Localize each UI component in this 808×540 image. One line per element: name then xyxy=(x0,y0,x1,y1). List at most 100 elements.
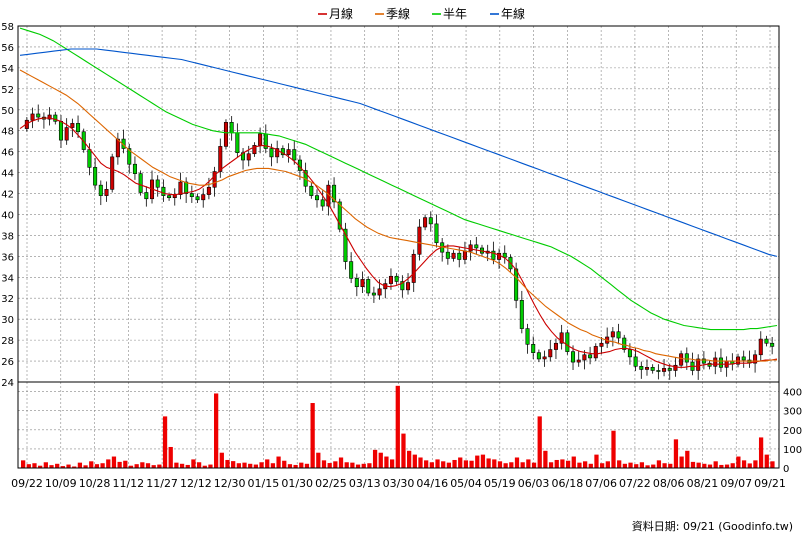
candle-body xyxy=(343,228,348,262)
candlestick xyxy=(519,290,524,334)
volume-bar xyxy=(123,460,128,468)
ma-line xyxy=(19,69,777,362)
volume-bar xyxy=(106,459,111,468)
candlestick xyxy=(667,363,672,380)
x-tick-label: 03/13 xyxy=(349,477,381,490)
x-tick-label: 05/04 xyxy=(450,477,482,490)
volume-bar xyxy=(520,462,525,468)
candlestick xyxy=(588,346,593,365)
candle-body xyxy=(388,275,393,284)
volume-bar xyxy=(662,463,667,468)
candlestick xyxy=(406,273,411,295)
candlestick xyxy=(223,119,228,150)
volume-bar xyxy=(378,452,383,468)
candlestick xyxy=(593,343,598,362)
volume-bar xyxy=(668,463,673,468)
candle-body xyxy=(115,138,120,158)
volume-bar xyxy=(560,459,565,468)
x-tick-label: 04/16 xyxy=(416,477,448,490)
candle-body xyxy=(616,331,621,339)
volume-bar xyxy=(407,450,412,468)
volume-bar xyxy=(679,456,684,468)
volume-bar xyxy=(248,463,253,468)
candlestick xyxy=(650,364,655,374)
candle-body xyxy=(736,356,741,365)
volume-tick-label: 200 xyxy=(783,426,802,437)
candle-body xyxy=(246,153,251,161)
candle-body xyxy=(474,244,479,249)
volume-bar xyxy=(162,416,168,468)
candlestick xyxy=(713,351,718,375)
legend-label: 年線 xyxy=(501,6,525,21)
candlestick xyxy=(349,252,354,284)
candle-body xyxy=(701,358,706,364)
volume-bar xyxy=(26,464,31,468)
candle-body xyxy=(428,217,433,225)
volume-bar xyxy=(685,450,690,468)
legend: 月線 季線 半年 年線 xyxy=(318,6,525,21)
volume-bar xyxy=(49,465,54,468)
candlestick xyxy=(434,214,439,248)
candlestick xyxy=(423,214,428,231)
volume-bar xyxy=(441,461,446,468)
candlestick xyxy=(314,189,320,208)
candlestick xyxy=(741,350,746,368)
candle-body xyxy=(314,195,320,201)
candle-body xyxy=(354,278,359,288)
volume-bar xyxy=(758,437,764,468)
candlestick xyxy=(343,222,348,270)
candle-body xyxy=(656,370,661,372)
volume-bar xyxy=(77,462,83,468)
x-tick-label: 07/06 xyxy=(585,477,617,490)
x-tick-label: 02/25 xyxy=(315,477,347,490)
volume-bar xyxy=(321,460,327,468)
candle-body xyxy=(400,281,405,291)
volume-bar xyxy=(565,460,571,468)
candle-body xyxy=(258,133,263,146)
volume-bar xyxy=(367,463,372,468)
volume-bar xyxy=(157,464,162,468)
candle-body xyxy=(377,288,382,296)
candlestick xyxy=(212,166,217,197)
candle-body xyxy=(593,346,598,359)
volume-bar xyxy=(594,454,599,468)
legend-item: 半年 xyxy=(432,7,467,21)
candlestick xyxy=(53,111,58,125)
legend-label: 半年 xyxy=(443,7,467,21)
candle-body xyxy=(360,279,365,288)
volume-bar xyxy=(60,466,65,468)
volume-bar xyxy=(265,459,270,468)
candlestick xyxy=(718,348,723,373)
candle-body xyxy=(548,349,553,358)
candlestick xyxy=(252,142,257,157)
x-tick-label: 11/27 xyxy=(146,477,178,490)
volume-bar xyxy=(600,463,605,468)
x-tick-label: 10/28 xyxy=(79,477,111,490)
x-tick-label: 10/09 xyxy=(45,477,77,490)
volume-bar xyxy=(503,463,508,468)
candle-body xyxy=(531,344,536,353)
candle-body xyxy=(514,268,519,301)
volume-bar xyxy=(361,463,366,468)
volume-bar xyxy=(225,459,230,468)
candle-body xyxy=(502,252,507,258)
legend-label: 月線 xyxy=(329,6,353,21)
candle-body xyxy=(582,354,587,361)
candlestick xyxy=(320,190,325,211)
candle-body xyxy=(673,364,678,371)
volume-bar xyxy=(582,461,588,468)
candle-body xyxy=(53,114,58,122)
candle-body xyxy=(462,250,467,260)
candle-body xyxy=(423,217,428,228)
candlestick xyxy=(536,349,541,363)
candlestick xyxy=(758,331,763,362)
candle-body xyxy=(536,352,541,360)
volume-bar xyxy=(38,465,43,468)
volume-bar xyxy=(140,462,145,468)
volume-bar xyxy=(304,463,310,468)
x-tick-label: 09/21 xyxy=(754,477,786,490)
candle-body xyxy=(30,113,35,121)
candle-body xyxy=(758,338,763,356)
candle-body xyxy=(622,337,627,350)
